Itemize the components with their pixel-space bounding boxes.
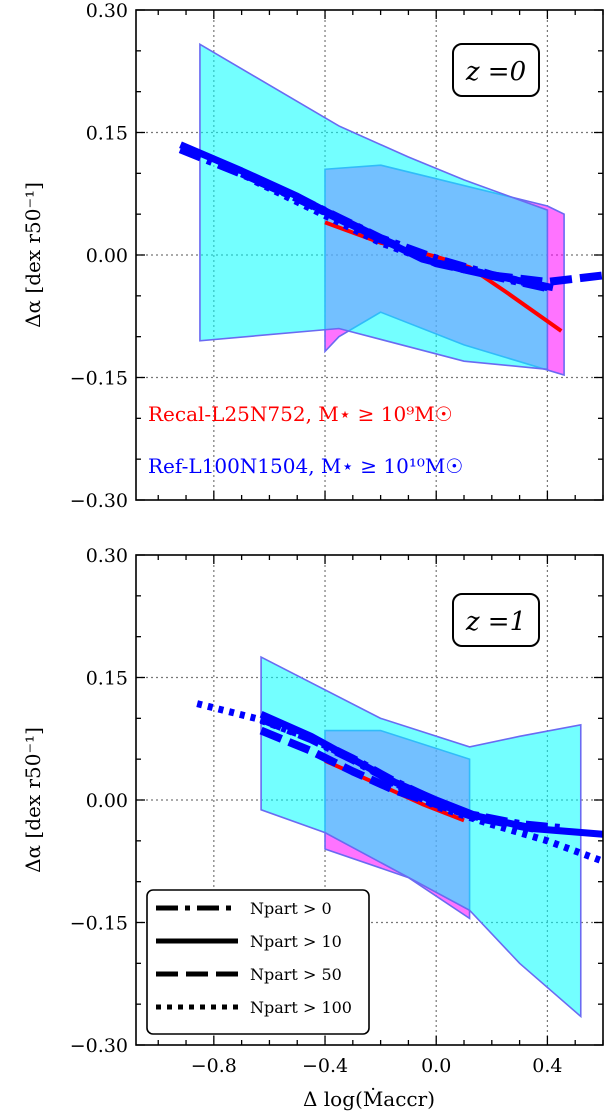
ticks	[136, 9, 604, 501]
legend-label: Npart > 10	[250, 932, 342, 951]
legend-label: Npart > 50	[250, 965, 342, 984]
legend: Npart > 0 Npart > 10 Npart > 50 Npart > 100	[146, 889, 370, 1035]
percentile-band-1	[260, 655, 582, 1019]
y-tick-label: 0.30	[86, 0, 128, 22]
y-tick-label: −0.15	[70, 913, 128, 935]
legend-frame	[146, 889, 370, 1035]
panel-z1: −0.30−0.150.000.150.30 z =1 Npart > 0Npa…	[21, 545, 604, 1111]
panel-label: z =0	[465, 57, 526, 87]
y-tick-labels: −0.30 −0.15 0.00 0.15 0.30	[70, 545, 128, 1057]
panel-z0: −0.30 −0.15 0.00 0.15 0.30 z =0 Recal-L25N75…	[21, 0, 604, 512]
x-tick-label: −0.4	[302, 1055, 348, 1077]
x-tick-labels: −0.8 −0.4 0.0 0.4	[191, 1055, 563, 1077]
y-tick-label: 0.15	[86, 123, 128, 145]
y-tick-label: −0.30	[70, 490, 128, 512]
y-tick-label: 0.00	[86, 790, 128, 812]
y-axis-label: Δα [dex r50⁻¹]	[21, 727, 45, 873]
bands	[199, 42, 565, 377]
legend-label: Npart > 0	[250, 899, 332, 918]
annotation-ref: Ref-L100N1504, M⋆ ≥ 10¹⁰M☉	[148, 454, 463, 478]
legend-label: Npart > 100	[250, 998, 352, 1017]
annotation-recal: Recal-L25N752, M⋆ ≥ 10⁹M☉	[148, 402, 453, 426]
y-tick-label: 0.15	[86, 668, 128, 690]
panel-label-box: z =0	[452, 43, 540, 97]
x-tick-label: −0.8	[191, 1055, 237, 1077]
ticks	[136, 554, 604, 1046]
series	[178, 141, 603, 333]
y-tick-label: −0.15	[70, 368, 128, 390]
y-axis-label: Δα [dex r50⁻¹]	[21, 182, 45, 328]
x-tick-label: 0.0	[421, 1055, 451, 1077]
x-tick-label: 0.4	[532, 1055, 562, 1077]
series-line-dotted	[196, 700, 603, 865]
panel-label-box: z =1	[452, 593, 540, 647]
y-tick-label: −0.30	[70, 1035, 128, 1057]
y-tick-label: 0.30	[86, 545, 128, 567]
x-axis-label: Δ log(Ṁaccr)	[303, 1087, 435, 1111]
panel-label: z =1	[465, 607, 526, 637]
y-tick-labels: −0.30 −0.15 0.00 0.15 0.30	[70, 0, 128, 512]
series	[196, 700, 603, 865]
series-line-dotted	[253, 178, 549, 292]
y-tick-label: 0.00	[86, 245, 128, 267]
